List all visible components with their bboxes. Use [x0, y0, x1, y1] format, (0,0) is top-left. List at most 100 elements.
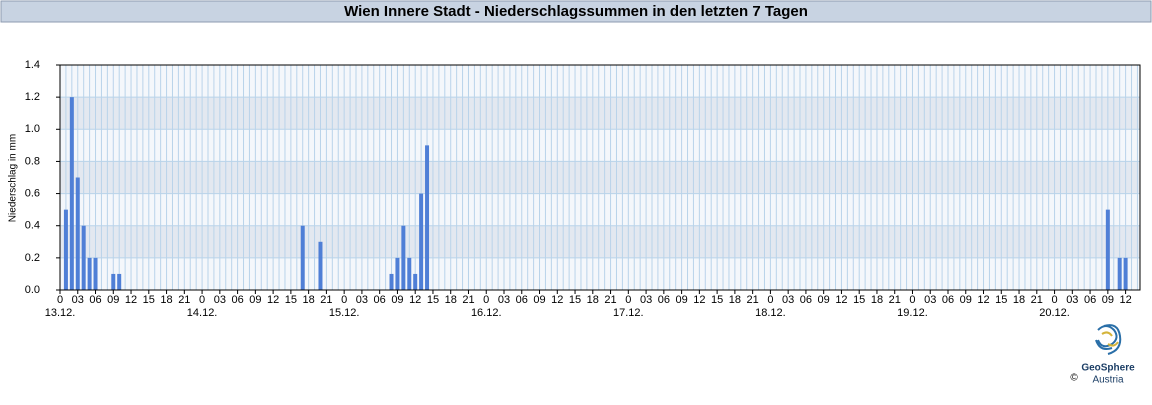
x-tick-label: 12 [835, 294, 847, 306]
x-tick-label: 03 [214, 294, 226, 306]
logo-icon [1101, 331, 1119, 347]
logo-sub: Austria [1092, 375, 1124, 386]
x-tick-label: 03 [924, 294, 936, 306]
bar [318, 241, 323, 290]
x-tick-label: 21 [462, 294, 474, 306]
bar [87, 257, 92, 290]
bar [1117, 257, 1122, 290]
x-tick-label: 03 [498, 294, 510, 306]
x-tick-label: 06 [516, 294, 528, 306]
x-tick-label: 15 [853, 294, 865, 306]
x-tick-label: 21 [178, 294, 190, 306]
day-label: 13.12. [45, 307, 76, 319]
x-tick-label: 0 [625, 294, 631, 306]
x-tick-label: 21 [320, 294, 332, 306]
bar [413, 273, 418, 290]
x-tick-label: 15 [569, 294, 581, 306]
chart-title: Wien Innere Stadt - Niederschlagssummen … [344, 3, 808, 20]
day-label: 18.12. [755, 307, 786, 319]
plot-border [59, 64, 1141, 291]
x-tick-label: 18 [871, 294, 883, 306]
y-tick-label: 1.4 [25, 59, 40, 71]
bar [93, 257, 98, 290]
x-tick-label: 12 [267, 294, 279, 306]
x-tick-label: 06 [231, 294, 243, 306]
x-tick-label: 09 [818, 294, 830, 306]
x-tick-label: 03 [640, 294, 652, 306]
y-tick-label: 1.0 [25, 123, 40, 135]
bar [117, 273, 122, 290]
x-tick-label: 0 [199, 294, 205, 306]
bar [395, 257, 400, 290]
x-tick-label: 09 [675, 294, 687, 306]
x-tick-label: 18 [303, 294, 315, 306]
x-tick-label: 06 [374, 294, 386, 306]
y-tick-label: 0.8 [25, 155, 40, 167]
x-tick-label: 03 [356, 294, 368, 306]
x-tick-label: 21 [889, 294, 901, 306]
x-tick-label: 12 [409, 294, 421, 306]
bar [111, 273, 116, 290]
x-tick-label: 06 [1084, 294, 1096, 306]
bar [75, 177, 80, 290]
x-tick-label: 0 [57, 294, 63, 306]
x-tick-label: 09 [249, 294, 261, 306]
x-tick-label: 09 [533, 294, 545, 306]
x-tick-label: 0 [1051, 294, 1057, 306]
day-label: 16.12. [471, 307, 502, 319]
x-tick-label: 18 [160, 294, 172, 306]
bar [1123, 257, 1128, 290]
bar [63, 209, 68, 290]
x-tick-label: 21 [604, 294, 616, 306]
title-bar [0, 0, 1152, 23]
day-label: 20.12. [1039, 307, 1070, 319]
bar [401, 225, 406, 290]
bar [389, 273, 394, 290]
x-tick-label: 18 [587, 294, 599, 306]
x-tick-label: 03 [1066, 294, 1078, 306]
x-tick-label: 09 [960, 294, 972, 306]
y-axis-label: Niederschlag in mm [8, 134, 19, 222]
x-tick-label: 09 [1102, 294, 1114, 306]
x-tick-label: 15 [143, 294, 155, 306]
x-tick-label: 06 [800, 294, 812, 306]
x-tick-label: 0 [909, 294, 915, 306]
logo-name: GeoSphere [1081, 363, 1135, 374]
x-tick-label: 0 [341, 294, 347, 306]
x-tick-label: 12 [125, 294, 137, 306]
y-tick-label: 0.2 [25, 252, 40, 264]
day-label: 15.12. [329, 307, 360, 319]
y-tick-label: 0.4 [25, 220, 40, 232]
x-tick-label: 12 [693, 294, 705, 306]
bar [1105, 209, 1110, 290]
x-tick-label: 06 [942, 294, 954, 306]
x-tick-label: 21 [747, 294, 759, 306]
x-tick-label: 12 [1119, 294, 1131, 306]
x-tick-label: 15 [995, 294, 1007, 306]
x-tick-label: 21 [1031, 294, 1043, 306]
bar [419, 193, 424, 290]
bar [81, 225, 86, 290]
x-tick-label: 0 [767, 294, 773, 306]
x-tick-label: 15 [711, 294, 723, 306]
x-tick-label: 12 [551, 294, 563, 306]
x-tick-label: 15 [285, 294, 297, 306]
x-tick-label: 15 [427, 294, 439, 306]
bar [425, 145, 430, 290]
x-tick-label: 0 [483, 294, 489, 306]
day-label: 17.12. [613, 307, 644, 319]
x-tick-label: 09 [391, 294, 403, 306]
y-tick-label: 1.2 [25, 91, 40, 103]
x-tick-label: 18 [1013, 294, 1025, 306]
bar [69, 97, 74, 291]
x-tick-label: 18 [729, 294, 741, 306]
y-tick-label: 0.6 [25, 187, 40, 199]
copyright: © [1070, 373, 1078, 384]
y-tick-label: 0.0 [25, 284, 40, 296]
x-tick-label: 09 [107, 294, 119, 306]
x-tick-label: 12 [977, 294, 989, 306]
day-label: 19.12. [897, 307, 928, 319]
logo: GeoSphere Austria © [1070, 324, 1135, 386]
x-tick-label: 06 [658, 294, 670, 306]
